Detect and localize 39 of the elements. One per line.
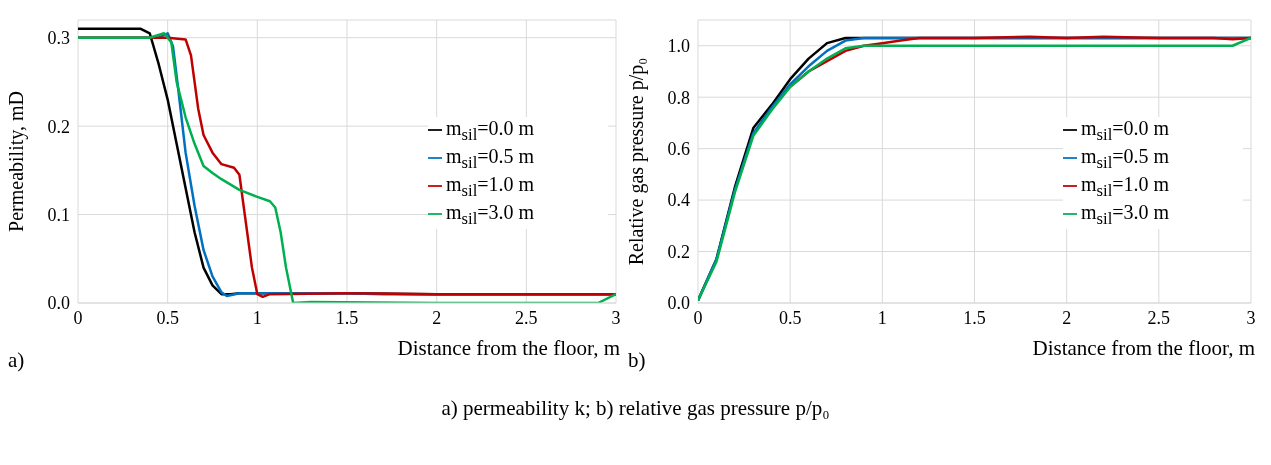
y-tick-label: 0.0 — [47, 293, 70, 314]
text: a) — [8, 348, 25, 372]
x-tick-label: 2 — [432, 307, 442, 328]
legend-label: m$_{sil}$=0.5 m — [446, 145, 535, 172]
y-tick-label: 0.0 — [667, 293, 690, 314]
x-tick-label: 2.5 — [1147, 307, 1171, 328]
x-tick-label: 2 — [1062, 307, 1072, 328]
x-tick-label: 0.5 — [778, 307, 802, 328]
y-tick-label: 0.3 — [47, 28, 70, 49]
legend-label: m$_{sil}$=0.5 m — [1081, 145, 1170, 172]
x-tick-label: 0 — [693, 307, 703, 328]
x-tick-label: 1.5 — [963, 307, 986, 328]
text: a) permeability k; b) relative gas pressure p/p₀ — [441, 396, 830, 420]
y-tick-label: 0.4 — [667, 190, 690, 211]
y-tick-label: 0.1 — [47, 204, 70, 225]
y-tick-label: 0.6 — [667, 139, 690, 160]
x-tick-label: 2.5 — [515, 307, 538, 328]
legend-label: m$_{sil}$=1.0 m — [446, 173, 535, 200]
legend-label: m$_{sil}$=3.0 m — [1081, 201, 1170, 228]
x-tick-label: 1 — [877, 307, 887, 328]
x-axis-title: Distance from the floor, m — [397, 336, 620, 361]
y-axis-title: Relative gas pressure p/p₀ — [625, 57, 649, 266]
y-tick-label: 0.2 — [47, 116, 70, 137]
x-tick-label: 3 — [611, 307, 621, 328]
legend-label: m$_{sil}$=0.0 m — [446, 117, 535, 144]
y-axis-title: Permeability, mD — [5, 91, 29, 232]
x-axis-title: Distance from the floor, m — [1032, 336, 1255, 361]
x-tick-label: 3 — [1246, 307, 1256, 328]
x-tick-label: 1 — [252, 307, 262, 328]
x-tick-label: 1.5 — [335, 307, 359, 328]
y-tick-label: 0.2 — [667, 241, 690, 262]
x-tick-label: 0 — [73, 307, 83, 328]
text: b) — [628, 348, 646, 372]
y-tick-label: 0.8 — [667, 87, 690, 108]
legend-label: m$_{sil}$=3.0 m — [446, 201, 535, 228]
x-tick-label: 0.5 — [156, 307, 179, 328]
legend-label: m$_{sil}$=1.0 m — [1081, 173, 1170, 200]
legend-label: m$_{sil}$=0.0 m — [1081, 117, 1170, 144]
y-tick-label: 1.0 — [667, 36, 690, 57]
